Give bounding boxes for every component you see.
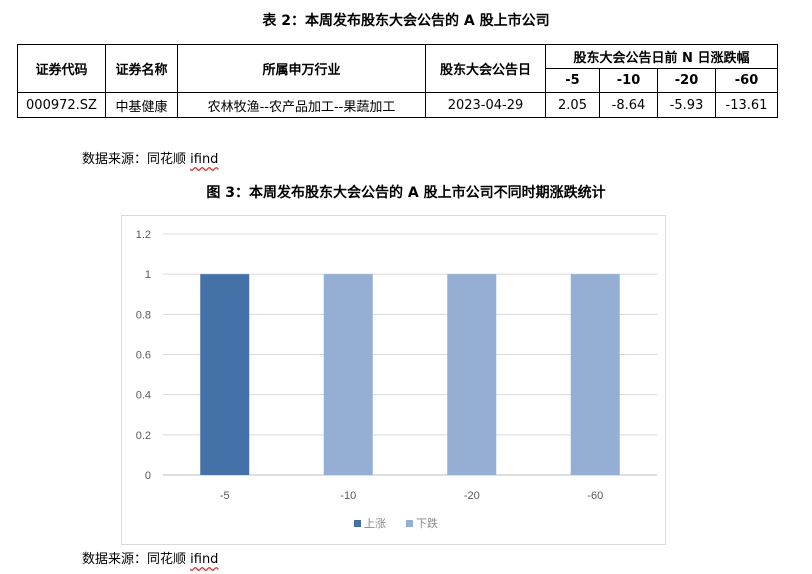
data-source-note: 数据来源：同花顺 ifind bbox=[82, 548, 218, 567]
y-tick-label: 1 bbox=[145, 269, 151, 281]
cell-change: -8.64 bbox=[599, 92, 658, 118]
chart-title: 图 3：本周发布股东大会公告的 A 股上市公司不同时期涨跌统计 bbox=[206, 185, 606, 201]
header-industry: 所属申万行业 bbox=[177, 44, 426, 93]
legend-label: 上涨 bbox=[364, 517, 386, 530]
cell-change: -13.61 bbox=[715, 92, 778, 118]
y-tick-label: 0.8 bbox=[136, 309, 151, 321]
x-tick-label: -5 bbox=[220, 490, 230, 502]
legend-label: 下跌 bbox=[416, 516, 438, 530]
header-period: -60 bbox=[715, 68, 778, 93]
table-header-row: 证券代码 证券名称 所属申万行业 股东大会公告日 股东大会公告日前 N 日涨跌幅 bbox=[17, 44, 778, 93]
source-prefix: 数据来源：同花顺 bbox=[82, 552, 191, 567]
bar-chart: 0 0.2 0.4 0.6 0.8 1 1.2 -5 -10 -20 -60 上涨 下跌 bbox=[136, 229, 657, 530]
x-tick-label: -60 bbox=[587, 490, 603, 502]
legend-swatch bbox=[354, 520, 361, 527]
table-title: 表 2：本周发布股东大会公告的 A 股上市公司 bbox=[262, 13, 550, 29]
header-name: 证券名称 bbox=[105, 44, 178, 93]
bar-down bbox=[447, 274, 497, 475]
legend-swatch bbox=[406, 520, 413, 527]
x-tick-label: -10 bbox=[340, 490, 356, 502]
table-subheader-row: -5 -10 -20 -60 bbox=[18, 68, 778, 93]
cell-name: 中基健康 bbox=[105, 92, 178, 118]
cell-change: 2.05 bbox=[545, 92, 600, 118]
header-period: -10 bbox=[599, 68, 658, 93]
cell-date: 2023-04-29 bbox=[425, 92, 546, 118]
cell-code: 000972.SZ bbox=[17, 92, 106, 118]
header-change-group: 股东大会公告日前 N 日涨跌幅 bbox=[545, 44, 778, 69]
cell-industry: 农林牧渔--农产品加工--果蔬加工 bbox=[177, 92, 426, 118]
y-tick-label: 0.6 bbox=[136, 350, 151, 362]
cell-change: -5.93 bbox=[657, 92, 716, 118]
y-tick-label: 0.2 bbox=[136, 430, 151, 442]
header-period: -5 bbox=[545, 68, 600, 93]
announcement-table: 证券代码 证券名称 所属申万行业 股东大会公告日 股东大会公告日前 N 日涨跌幅… bbox=[17, 44, 778, 118]
header-period: -20 bbox=[657, 68, 716, 93]
bar-down bbox=[570, 274, 620, 475]
header-code: 证券代码 bbox=[17, 44, 106, 93]
source-ifind: ifind bbox=[190, 152, 219, 167]
bar-down bbox=[323, 274, 373, 475]
y-tick-label: 1.2 bbox=[136, 229, 151, 241]
y-tick-label: 0 bbox=[145, 470, 151, 482]
table-row: 000972.SZ 中基健康 农林牧渔--农产品加工--果蔬加工 2023-04… bbox=[17, 92, 778, 118]
source-ifind: ifind bbox=[190, 552, 219, 567]
source-prefix: 数据来源：同花顺 bbox=[82, 152, 191, 167]
chart-frame: 0 0.2 0.4 0.6 0.8 1 1.2 -5 -10 -20 -60 上涨 下跌 bbox=[121, 215, 666, 545]
header-date: 股东大会公告日 bbox=[425, 44, 546, 93]
y-tick-label: 0.4 bbox=[136, 390, 151, 402]
data-source-note: 数据来源：同花顺 ifind bbox=[82, 148, 218, 167]
x-tick-label: -20 bbox=[464, 490, 480, 502]
bar-up bbox=[200, 274, 250, 475]
